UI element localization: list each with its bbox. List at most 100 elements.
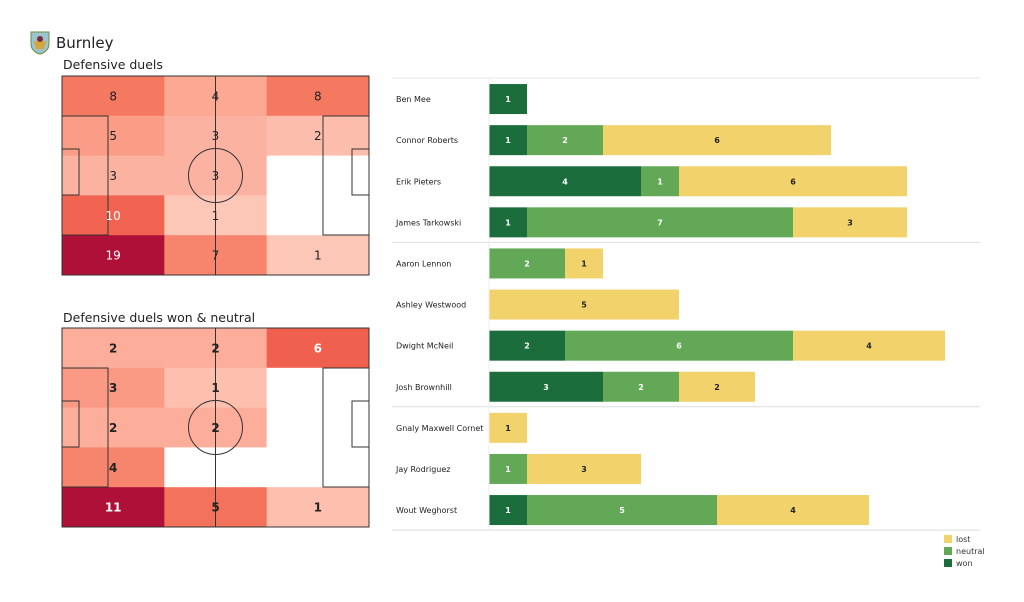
heatmap-cell-label: 2 [109,341,117,355]
bar-label: 2 [524,342,530,351]
heatmap-cell [62,76,165,117]
bar-label: 5 [619,506,625,515]
heatmap-cell-label: 19 [106,249,121,263]
player-label: Jay Rodriguez [395,465,451,474]
heatmap-cell [266,367,370,409]
heatmap-cell [62,195,165,236]
bar-label: 6 [714,136,720,145]
bar-neutral [527,495,717,526]
bar-label: 1 [505,465,511,474]
heatmap-cell-label: 2 [211,421,219,435]
heatmap-cell-label: 1 [314,501,322,515]
bar-lost [489,412,527,443]
bar-label: 1 [505,218,511,227]
heatmap-cell-label: 8 [109,89,117,103]
player-label: Ben Mee [396,95,431,104]
heatmap-cell-label: 1 [314,249,322,263]
player-label: James Tarkowski [395,218,461,227]
bar-label: 4 [790,506,796,515]
legend-swatch-neutral [944,547,952,555]
heatmap-cell-label: 4 [109,461,117,475]
player-label: Wout Weghorst [396,506,457,515]
bar-lost [679,371,755,402]
bar-won [489,207,527,238]
bar-neutral [489,453,527,484]
heatmap-cell-label: 2 [314,129,322,143]
bar-won [489,371,603,402]
bar-label: 1 [581,259,587,268]
heatmap-cell-label: 3 [212,169,220,183]
heatmap-cell-label: 1 [211,381,219,395]
bar-neutral [565,330,793,361]
bar-label: 2 [524,259,530,268]
heatmap-title-2: Defensive duels won & neutral [63,310,256,325]
heatmap-title-1: Defensive duels [63,57,163,72]
heatmap-cell-label: 5 [211,501,219,515]
legend-swatch-won [944,559,952,567]
bar-won [489,84,527,115]
bar-won [489,495,527,526]
heatmap-cell-label: 1 [212,209,220,223]
bar-label: 1 [657,177,663,186]
bar-label: 2 [714,383,720,392]
team-name: Burnley [56,34,114,52]
bar-label: 3 [543,383,549,392]
goal-box-left [61,400,80,448]
bar-label: 7 [657,218,663,227]
legend-label: neutral [956,547,985,556]
bar-neutral [603,371,679,402]
bar-lost [489,289,679,320]
bar-neutral [527,207,793,238]
center-circle [188,400,243,455]
goal-box-left [61,148,80,196]
bar-lost [527,453,641,484]
heatmap-cell [62,235,165,276]
heatmap-cell-label: 2 [211,341,219,355]
team-crest-icon [30,31,50,55]
bar-label: 2 [562,136,568,145]
heatmap-cell [266,487,370,528]
bar-label: 2 [638,383,644,392]
bar-label: 6 [790,177,796,186]
heatmap-cell-label: 4 [212,89,220,103]
bar-label: 5 [581,301,587,310]
heatmap-cell-label: 8 [314,89,322,103]
heatmap-cell [62,328,165,369]
heatmap-cell [266,328,370,369]
bar-neutral [641,166,679,197]
bar-lost [603,125,831,156]
bar-won [489,166,641,197]
bar-neutral [527,125,603,156]
player-label: Ashley Westwood [396,301,466,310]
heatmap-cell-label: 6 [314,341,322,355]
heatmap-cell [266,447,370,488]
bar-lost [679,166,907,197]
bar-lost [717,495,869,526]
center-circle [188,148,243,203]
legend-label: lost [956,535,970,544]
heatmap-1: 8 4 8 5 3 2 3 3 10 1 19 7 1 [61,75,370,276]
bar-label: 1 [505,424,511,433]
bar-label: 3 [847,218,853,227]
bar-label: 1 [505,506,511,515]
heatmap-2: 2 2 6 3 1 2 2 4 11 5 1 [61,327,370,528]
bar-label: 3 [581,465,587,474]
legend-swatch-lost [944,535,952,543]
player-label: Dwight McNeil [396,342,453,351]
heatmap-cell-label: 11 [105,501,122,515]
bar-label: 4 [866,342,872,351]
heatmap-cell-label: 7 [212,249,220,263]
heatmap-cell [62,487,165,528]
heatmap-cell [266,407,370,448]
heatmap-cell [266,76,370,117]
heatmap-cell-label: 2 [109,421,117,435]
heatmap-cell [62,447,165,488]
player-label: Erik Pieters [396,177,441,186]
bar-neutral [489,248,565,279]
heatmap-cell [266,235,370,276]
goal-box-right [351,400,370,448]
bar-label: 1 [505,136,511,145]
goal-box-right [351,148,370,196]
player-label: Josh Brownhill [395,383,452,392]
